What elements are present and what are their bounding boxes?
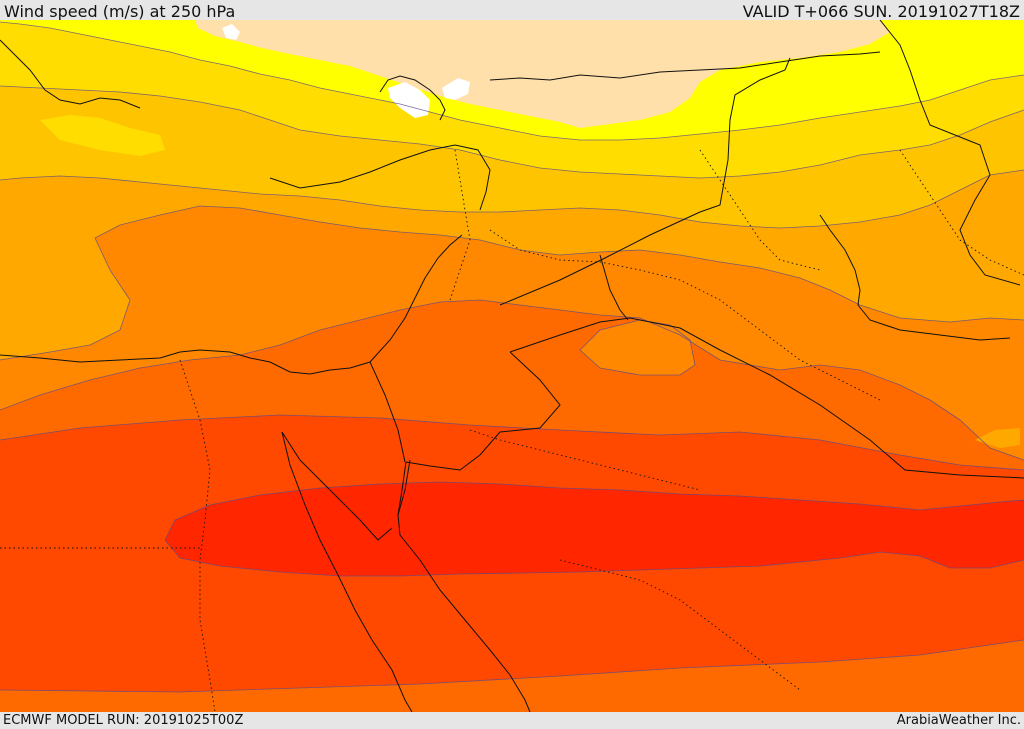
border-turkey-east <box>489 51 881 81</box>
border-egypt-sinai <box>369 361 406 463</box>
border-saudi-jordan <box>405 351 561 471</box>
patch-orange-jordan <box>580 320 695 375</box>
band-bottom-orange <box>0 640 1024 712</box>
band-peach <box>195 20 890 128</box>
coastline-red-sea-west <box>281 431 413 712</box>
band-red-core <box>165 482 1024 576</box>
patch-white-north <box>222 24 240 40</box>
coastline-anatolia <box>269 144 491 211</box>
patch-white-aral <box>442 78 470 100</box>
border-saudi-iraq <box>509 317 1024 479</box>
patch-orange-light-1 <box>975 428 1020 448</box>
valid-time: VALID T+066 SUN. 20191027T18Z <box>742 2 1020 21</box>
coastline-caspian <box>379 75 446 121</box>
footer-bar: ECMWF MODEL RUN: 20191025T00Z ArabiaWeat… <box>0 712 1024 729</box>
border-syria-iraq <box>499 57 791 306</box>
coastline-persian-gulf <box>819 214 1011 341</box>
coastline-mediterranean <box>0 234 463 375</box>
border-iran-east <box>879 20 1021 286</box>
wind-speed-map[interactable] <box>0 20 1024 712</box>
coastline-gulf-suez <box>281 431 393 541</box>
border-iraq-iran <box>599 254 629 321</box>
map-title: Wind speed (m/s) at 250 hPa <box>4 2 236 21</box>
model-run-label: ECMWF MODEL RUN: 20191025T00Z <box>3 713 244 728</box>
coastline-gulf-aqaba <box>397 461 407 516</box>
map-canvas <box>0 20 1024 712</box>
header-bar: Wind speed (m/s) at 250 hPa VALID T+066 … <box>0 0 1024 21</box>
credit-label: ArabiaWeather Inc. <box>896 713 1021 728</box>
coastline-aegean <box>0 39 141 109</box>
patch-gold-west <box>40 115 165 156</box>
coastline-red-sea-east <box>397 459 531 712</box>
